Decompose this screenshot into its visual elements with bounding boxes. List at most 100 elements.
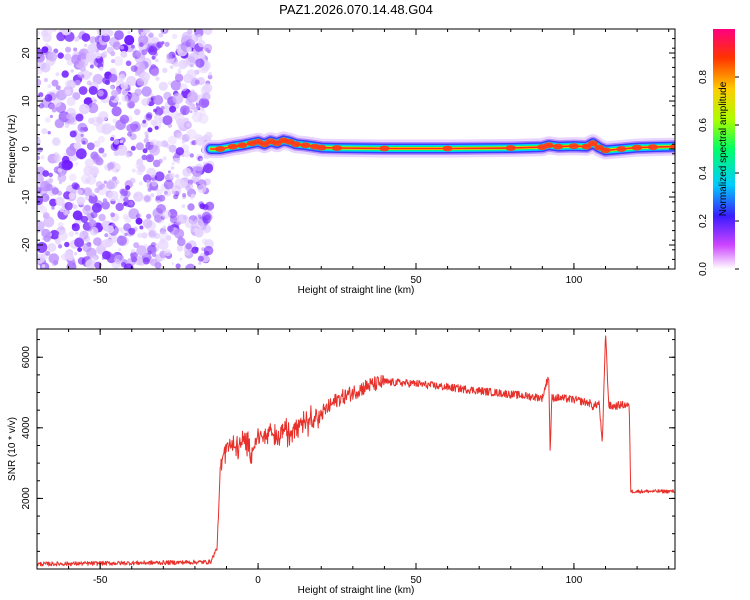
spectrogram-noise-blob xyxy=(110,50,116,57)
spectrogram-noise-blob xyxy=(107,178,118,190)
spectrogram-noise-blob xyxy=(153,185,159,191)
spectrogram-noise-blob xyxy=(55,196,65,206)
spectrogram-noise-blob xyxy=(88,43,98,53)
spectrogram-noise-blob xyxy=(191,111,203,123)
spectrogram-noise-blob xyxy=(154,171,165,182)
spectrogram-noise-blob xyxy=(129,152,133,156)
spectrogram-noise-blob xyxy=(96,29,105,36)
spectrogram-noise-blob xyxy=(80,133,84,137)
spectrogram-noise-blob xyxy=(75,231,79,235)
spectrogram-noise-blob xyxy=(199,158,203,162)
spectrogram-noise-blob xyxy=(77,247,82,253)
spectrogram-noise-blob xyxy=(48,172,53,178)
spectrogram-noise-blob xyxy=(174,73,184,83)
spectrogram-noise-blob xyxy=(107,162,115,170)
spectrogram-noise-blob xyxy=(202,92,211,101)
spectrogram-noise-blob xyxy=(86,80,92,86)
spectrogram-noise-blob xyxy=(130,248,136,254)
spectrogram-noise-blob xyxy=(79,65,86,72)
spectrogram-noise-blob xyxy=(57,168,62,173)
spectrogram-noise-blob xyxy=(173,62,179,68)
spectrogram-noise-blob xyxy=(82,140,86,145)
spectrogram-noise-blob xyxy=(70,69,74,73)
spectrogram-noise-blob xyxy=(175,117,184,126)
spectrogram-noise-blob xyxy=(127,88,131,92)
spectrogram-noise-blob xyxy=(37,52,45,63)
spectrogram-noise-blob xyxy=(169,172,175,179)
spectrogram-noise-blob xyxy=(80,74,85,79)
spectrogram-noise-blob xyxy=(118,227,123,232)
spectrogram-noise-blob xyxy=(165,59,170,64)
spectrogram-noise-blob xyxy=(52,137,61,146)
spectrogram-noise-blob xyxy=(147,244,157,255)
spectrogram-noise-blob xyxy=(204,239,214,249)
spectrogram-noise-blob xyxy=(72,92,81,101)
spectrogram-noise-blob xyxy=(166,53,173,60)
spectrogram-noise-blob xyxy=(88,194,98,204)
spectrogram-noise-blob xyxy=(203,163,214,174)
spectrogram-noise-blob xyxy=(169,215,178,224)
spectrogram-noise-blob xyxy=(181,140,185,144)
spectrogram-noise-blob xyxy=(203,161,207,166)
spectrogram-noise-blob xyxy=(142,119,147,124)
spectrogram-noise-blob xyxy=(137,164,146,173)
spectrogram-noise-blob xyxy=(79,230,89,240)
spectrogram-noise-blob xyxy=(179,105,190,116)
spectrogram-noise-blob xyxy=(179,44,187,52)
x-tick-label: 50 xyxy=(410,275,422,286)
spectrogram-noise-blob xyxy=(128,227,136,235)
spectrogram-noise-blob xyxy=(93,140,101,148)
spectrogram-noise-blob xyxy=(168,144,177,153)
ridge-hotspot xyxy=(300,142,311,149)
spectrogram-noise-blob xyxy=(142,148,148,154)
spectrogram-noise-blob xyxy=(74,252,78,256)
colorbar-tick-label: 0.8 xyxy=(698,70,709,84)
spectrogram-noise-blob xyxy=(189,153,194,158)
spectrogram-noise-blob xyxy=(89,255,97,264)
spectrogram-noise-blob xyxy=(161,209,171,219)
colorbar-tick-label: 0.0 xyxy=(698,262,709,276)
spectrogram-noise-blob xyxy=(194,29,204,38)
spectrogram-noise-blob xyxy=(187,91,199,103)
spectrogram-noise-blob xyxy=(64,201,73,211)
spectrogram-noise-blob xyxy=(120,82,128,90)
spectrogram-noise-blob xyxy=(198,51,205,58)
ridge-hotspot xyxy=(379,145,390,152)
spectrogram-noise-blob xyxy=(135,217,143,225)
spectrogram-noise-blob xyxy=(123,263,134,269)
spectrogram-noise-blob xyxy=(127,131,132,137)
spectrogram-noise-blob xyxy=(99,66,104,71)
spectrogram-noise-blob xyxy=(130,44,135,49)
spectrogram-noise-blob xyxy=(96,184,108,196)
spectrogram-noise-blob xyxy=(179,83,188,92)
spectrogram-noise-blob xyxy=(186,122,191,128)
spectrogram-axes: -50 0 50 100 -20 -10 0 10 20 xyxy=(21,28,675,286)
spectrogram-noise-blob xyxy=(92,193,96,197)
spectrogram-noise-blob xyxy=(53,153,62,162)
spectrogram-noise-blob xyxy=(92,155,103,165)
spectrogram-noise-blob xyxy=(171,162,175,166)
spectrogram-noise-blob xyxy=(73,142,82,150)
ridge-hotspot xyxy=(215,146,226,152)
spectrogram-noise-blob xyxy=(47,243,57,252)
spectrogram-noise-blob xyxy=(49,114,54,119)
spectrogram-noise-blob xyxy=(82,242,92,253)
spectrogram-noise-blob xyxy=(98,111,109,122)
spectrogram-noise-blob xyxy=(66,113,73,120)
ridge-hotspot xyxy=(227,143,238,150)
spectrogram-noise-blob xyxy=(170,166,175,170)
spectrogram-noise-blob xyxy=(120,50,128,58)
spectrogram-noise-blob xyxy=(122,213,129,220)
spectrogram-noise-blob xyxy=(150,93,155,98)
spectrogram-noise-blob xyxy=(83,235,91,243)
spectrogram-noise-blob xyxy=(37,226,42,233)
spectrogram-noise-blob xyxy=(89,166,100,177)
spectrogram-noise-blob xyxy=(144,131,149,136)
spectrogram-noise-blob xyxy=(145,134,149,139)
spectrogram-noise-blob xyxy=(158,81,168,91)
spectrogram-noise-blob xyxy=(203,245,214,256)
spectrogram-noise-blob xyxy=(150,141,154,146)
spectrogram-noise-blob xyxy=(40,29,48,37)
spectrogram-noise-blob xyxy=(123,190,131,198)
y-tick-label: -20 xyxy=(21,237,32,252)
